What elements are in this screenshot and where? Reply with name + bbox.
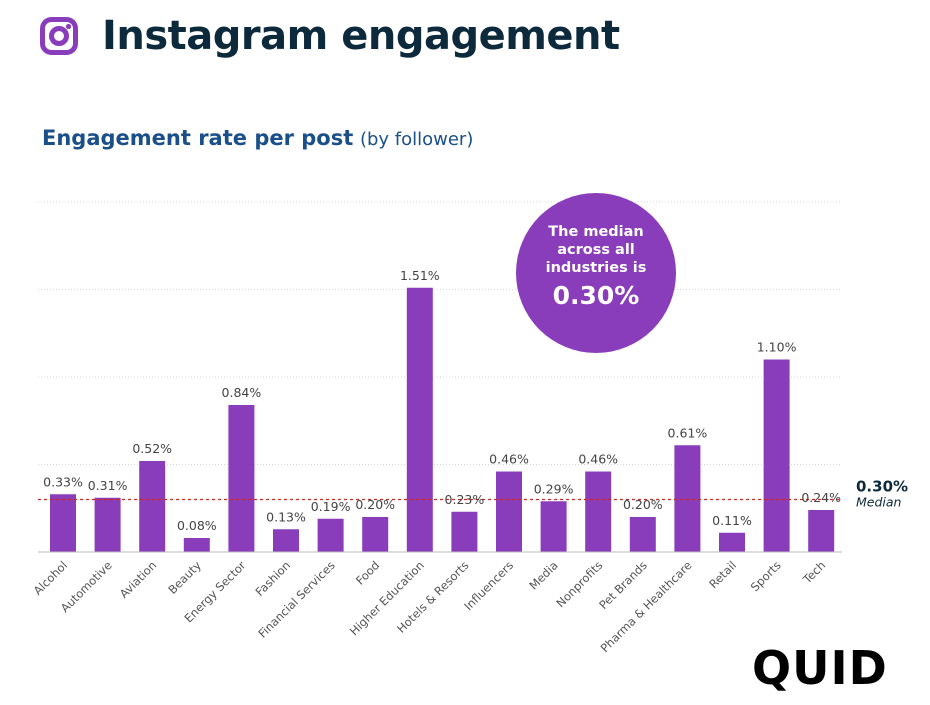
data-label: 0.20% [355,497,395,512]
data-label: 0.20% [623,497,663,512]
data-label: 0.52% [132,441,172,456]
bar-higher-education [406,287,433,552]
median-callout: The median across all industries is 0.30… [516,193,676,353]
data-label: 0.46% [489,452,529,467]
x-tick-label: Tech [799,558,828,587]
bar-tech [808,510,835,552]
data-label: 0.46% [578,452,618,467]
data-label: 0.13% [266,509,306,524]
subtitle-main: Engagement rate per post [42,126,354,150]
bar-alcohol [50,494,76,552]
x-tick-label: Food [353,558,382,587]
x-tick-label: Aviation [117,558,160,601]
x-tick-label: Fashion [253,558,294,599]
data-label: 1.10% [757,340,797,355]
median-value-label: 0.30% [856,478,908,496]
bar-retail [719,532,745,552]
page-title: Instagram engagement [102,13,620,59]
quid-logo: QUID [752,641,888,695]
bar-automotive [94,497,121,552]
bar-influencers [496,471,522,552]
x-tick-label: Financial Services [255,558,337,640]
x-tick-label: Pharma & Healthcare [598,558,695,655]
instagram-icon [40,17,78,55]
data-label: 0.61% [668,425,708,440]
bar-financial-services [317,518,344,552]
data-label: 1.51% [400,268,440,283]
bar-aviation [139,461,166,552]
bar-media [540,501,567,552]
median-callout-value: 0.30% [552,281,640,310]
header: Instagram engagement [40,10,620,62]
grid-lines [38,201,842,465]
data-labels: 0.33% 0.31% 0.52% 0.08% 0.84% 0.13% 0.19% 0.20%… [43,268,841,533]
bar-fashion [273,529,299,552]
data-label: 0.29% [534,481,574,496]
x-tick-label: Retail [706,558,739,591]
x-tick-label: Sports [748,558,784,594]
data-label: 0.84% [222,385,262,400]
bar-pharma-healthcare [674,445,701,552]
data-label: 0.31% [88,478,128,493]
bar-beauty [183,538,210,552]
bar-energy-sector [228,405,255,552]
chart-subtitle: Engagement rate per post (by follower) [42,126,473,150]
x-tick-label: Beauty [165,558,204,597]
bar-nonprofits [585,471,612,552]
data-label: 0.24% [801,490,841,505]
subtitle-qualifier: (by follower) [359,129,474,150]
x-tick-label: Media [526,558,560,592]
bar-food [362,517,389,552]
data-label: 0.19% [311,499,351,514]
bar-hotels-resorts [451,511,478,552]
data-label: 0.08% [177,518,217,533]
data-label: 0.11% [712,513,752,528]
bar-sports [763,359,790,552]
data-label: 0.23% [445,492,485,507]
data-label: 0.33% [43,474,83,489]
bar-pet-brands [629,517,656,552]
median-label: Median [856,495,902,510]
median-callout-text: The median across all industries is [545,224,647,276]
x-tick-label: Alcohol [31,558,71,598]
x-tick-label: Higher Education [347,558,427,638]
bars [50,287,835,552]
